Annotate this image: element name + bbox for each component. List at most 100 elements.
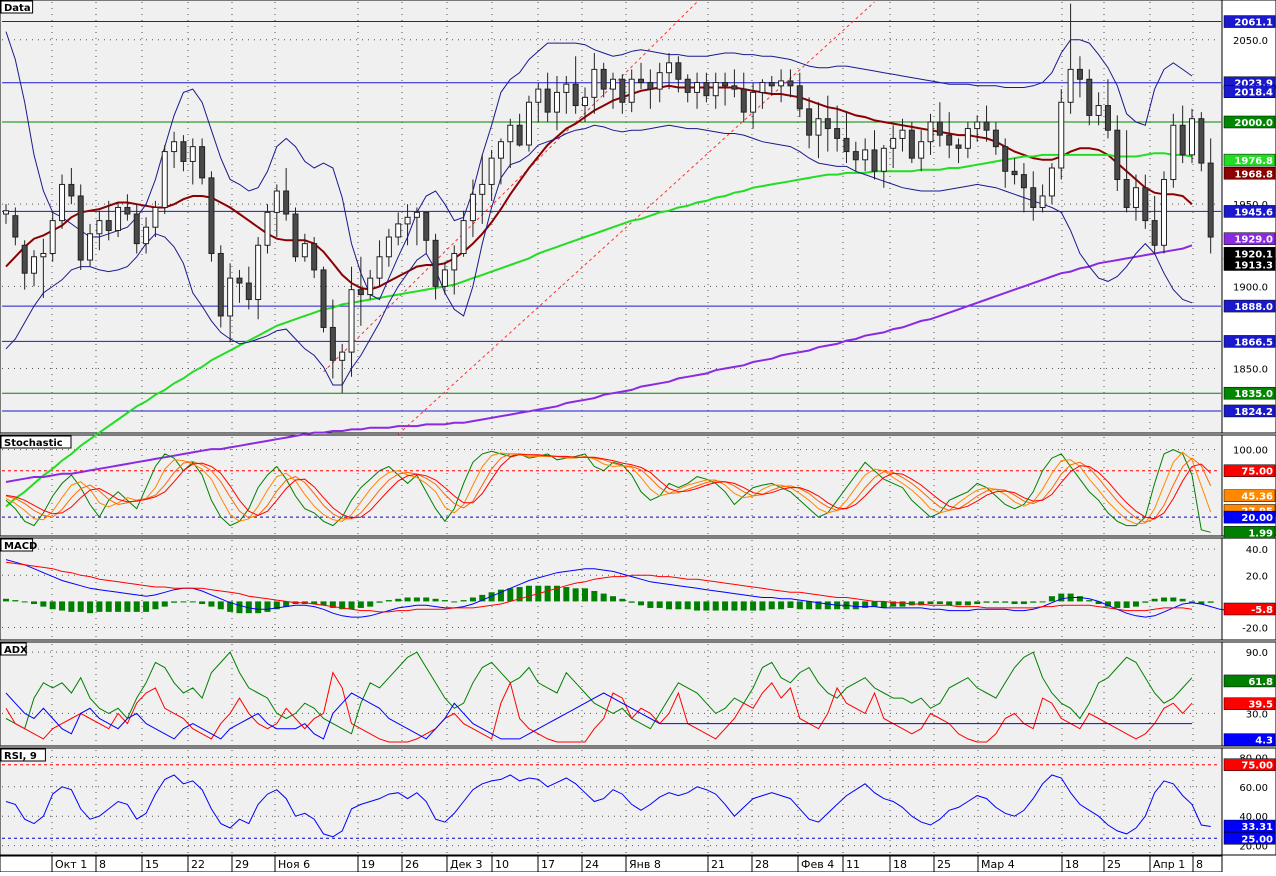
macd-histogram-bar	[638, 601, 645, 606]
macd-histogram-bar	[712, 601, 719, 611]
macd-histogram-bar	[357, 601, 364, 608]
candle	[189, 146, 196, 162]
candle	[843, 137, 850, 153]
candle	[227, 277, 234, 317]
macd-histogram-bar	[927, 601, 934, 605]
pane-stochastic[interactable]: 100.00 Stochastic	[0, 434, 1276, 537]
candle	[1160, 179, 1167, 246]
rsi-line	[5, 774, 1211, 838]
candle	[264, 211, 271, 246]
x-axis-label-11: 24	[585, 858, 599, 871]
price-tag-box	[1223, 464, 1276, 477]
candle	[553, 91, 560, 113]
candle	[890, 137, 897, 149]
candle	[1151, 220, 1158, 246]
candle	[675, 62, 682, 80]
candle	[460, 220, 467, 254]
candle	[974, 121, 981, 130]
pane-macd[interactable]: 40.0 20.0 -20.0 MACD	[0, 537, 1276, 641]
candle	[133, 213, 140, 245]
price-tag-box	[1223, 258, 1276, 271]
candle	[535, 88, 542, 103]
macd-histogram-bar	[31, 601, 38, 605]
macd-line	[5, 559, 1230, 618]
rsi-series-group	[5, 774, 1211, 838]
macd-histogram-bar	[544, 585, 551, 602]
macd-histogram-bar	[133, 601, 140, 612]
macd-histogram-bar	[666, 601, 673, 610]
pane-adx-title-box	[0, 642, 27, 656]
price-tag-label: 1.99	[1248, 528, 1273, 539]
candle	[423, 211, 430, 241]
candle	[1011, 170, 1018, 176]
price-tag-box	[1223, 167, 1276, 180]
macd-histogram-bar	[348, 601, 355, 610]
macd-histogram-bar	[432, 598, 439, 602]
macd-histogram-bar	[824, 601, 831, 610]
price-tag-label: 1945.6	[1234, 207, 1273, 218]
pane-adx[interactable]: 90.0 30.0 ADX	[0, 641, 1276, 747]
price-tag-label: 25.00	[1241, 834, 1273, 845]
macd-histogram-bar	[796, 601, 803, 610]
candle	[1058, 101, 1065, 169]
price-tag-label: 1824.2	[1234, 407, 1273, 418]
price-tag-label: 1968.8	[1234, 169, 1273, 180]
price-tag-box	[1223, 85, 1276, 98]
candle	[516, 124, 523, 146]
price-tag-box	[1223, 526, 1276, 539]
candle	[1179, 124, 1186, 156]
macd-histogram-bar	[610, 596, 617, 602]
pane-adx-plot-area	[0, 641, 1223, 747]
pane-price-title-box	[0, 0, 34, 14]
macd-histogram-bar	[572, 588, 579, 602]
adx-line	[5, 692, 1192, 740]
pane-rsi-ytick-1: 60.00	[1239, 783, 1268, 794]
macd-histogram-bar	[759, 601, 766, 611]
macd-histogram-bar	[1002, 601, 1009, 603]
macd-histogram-bar	[460, 600, 467, 602]
macd-histogram-bar	[1076, 596, 1083, 602]
price-tag-label: 1976.8	[1234, 156, 1273, 167]
macd-histogram-bar	[1058, 593, 1065, 602]
x-axis-label-10: 17	[541, 858, 555, 871]
macd-histogram-bar	[1114, 601, 1121, 608]
pane-price-plot-area	[0, 0, 1223, 434]
macd-histogram-bar	[255, 601, 262, 614]
pane-price-ytick-0: 2050.0	[1233, 36, 1268, 47]
macd-histogram-bar	[806, 601, 813, 610]
stochastic-signal-line	[5, 454, 1212, 520]
macd-histogram-bar	[161, 601, 168, 607]
macd-histogram-bar	[647, 601, 654, 608]
candle	[1095, 105, 1102, 116]
macd-histogram-bar	[983, 601, 990, 603]
candle	[581, 96, 588, 107]
candle	[1076, 68, 1083, 80]
stochastic-k-line	[5, 449, 1211, 533]
bollinger-lower-line	[5, 124, 1193, 386]
macd-histogram-bar	[628, 601, 635, 603]
candle	[413, 211, 420, 218]
macd-histogram-bar	[1104, 601, 1111, 607]
x-axis-label-22: Апр 1	[1153, 858, 1185, 871]
candle	[171, 141, 178, 153]
candle	[31, 256, 38, 274]
macd-histogram-bar	[87, 601, 94, 614]
macd-histogram-bar	[516, 587, 523, 602]
price-tag-label: 75.00	[1241, 467, 1273, 478]
candle	[656, 72, 663, 90]
x-axis-label-4: 29	[235, 858, 249, 871]
sma-mid-line	[5, 152, 1193, 508]
macd-histogram-bar	[703, 601, 710, 611]
macd-histogram-bar	[339, 601, 346, 610]
candle	[694, 82, 701, 93]
macd-histogram-bar	[451, 601, 458, 603]
price-tag-box	[1223, 510, 1276, 524]
candle	[591, 68, 598, 98]
macd-histogram-bar	[273, 601, 280, 610]
macd-histogram-bar	[469, 597, 476, 602]
